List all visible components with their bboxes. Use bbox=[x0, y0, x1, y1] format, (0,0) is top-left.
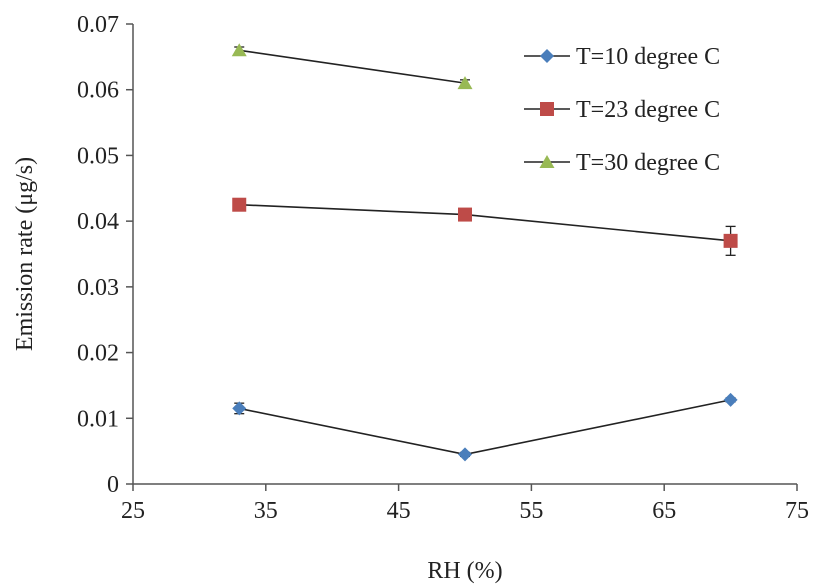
series-2 bbox=[232, 197, 738, 256]
data-point bbox=[723, 233, 738, 248]
x-tick-label: 75 bbox=[785, 498, 809, 524]
y-tick-label: 0.01 bbox=[77, 406, 119, 432]
y-tick-label: 0.03 bbox=[77, 275, 119, 301]
data-point bbox=[723, 392, 738, 407]
y-ticks: 0 0.01 0.02 0.03 0.04 0.05 0.06 0.07 bbox=[77, 12, 133, 498]
y-tick-label: 0.04 bbox=[77, 209, 119, 235]
x-ticks: 25 35 45 55 65 75 bbox=[121, 484, 809, 524]
y-tick-label: 0.06 bbox=[77, 78, 119, 104]
series-3 bbox=[231, 43, 473, 90]
y-tick-label: 0.05 bbox=[77, 143, 119, 169]
legend-marker bbox=[540, 49, 554, 63]
legend-label: T=30 degree C bbox=[576, 150, 720, 176]
x-tick-label: 65 bbox=[652, 498, 676, 524]
legend-entry: T=10 degree C bbox=[524, 44, 720, 70]
y-tick-label: 0 bbox=[107, 472, 119, 498]
data-point bbox=[231, 43, 247, 57]
series-line bbox=[239, 399, 731, 456]
data-point bbox=[458, 447, 472, 462]
x-tick-label: 25 bbox=[121, 498, 145, 524]
plot-area: 0 0.01 0.02 0.03 0.04 0.05 0.06 0.07 25 35 45 55 65… bbox=[77, 12, 809, 524]
legend-entry: T=30 degree C bbox=[524, 150, 720, 176]
x-tick-label: 55 bbox=[519, 498, 543, 524]
data-point bbox=[457, 76, 473, 90]
x-tick-label: 35 bbox=[254, 498, 278, 524]
x-axis-title: RH (%) bbox=[427, 558, 502, 584]
series-1 bbox=[232, 392, 738, 462]
data-point bbox=[232, 197, 247, 212]
legend-marker bbox=[540, 102, 554, 116]
data-point bbox=[458, 207, 472, 222]
legend-marker bbox=[539, 155, 555, 168]
legend: T=10 degree C T=23 degree C T=30 degree C bbox=[524, 44, 720, 176]
y-tick-label: 0.07 bbox=[77, 12, 119, 38]
legend-entry: T=23 degree C bbox=[524, 97, 720, 123]
data-point bbox=[232, 401, 247, 416]
series-layer bbox=[231, 43, 738, 462]
legend-label: T=10 degree C bbox=[576, 44, 720, 70]
series-line bbox=[239, 49, 466, 84]
legend-label: T=23 degree C bbox=[576, 97, 720, 123]
x-tick-label: 45 bbox=[387, 498, 411, 524]
y-tick-label: 0.02 bbox=[77, 341, 119, 367]
y-axis-title: Emission rate (μg/s) bbox=[12, 157, 38, 351]
series-line bbox=[239, 203, 731, 242]
